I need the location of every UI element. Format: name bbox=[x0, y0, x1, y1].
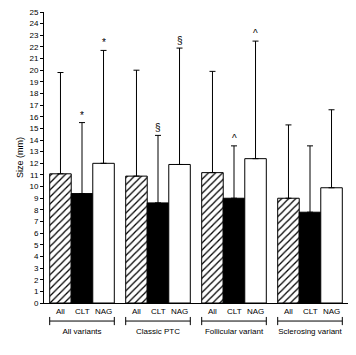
svg-text:18: 18 bbox=[29, 89, 38, 98]
svg-text:19: 19 bbox=[29, 78, 38, 87]
svg-text:20: 20 bbox=[29, 66, 38, 75]
svg-text:All: All bbox=[56, 307, 65, 316]
svg-text:16: 16 bbox=[29, 113, 38, 122]
svg-text:24: 24 bbox=[29, 19, 38, 28]
svg-text:^: ^ bbox=[253, 28, 258, 39]
svg-text:NAG: NAG bbox=[247, 307, 264, 316]
svg-text:14: 14 bbox=[29, 136, 38, 145]
svg-text:0: 0 bbox=[34, 299, 39, 308]
svg-text:CLT: CLT bbox=[303, 307, 318, 316]
svg-text:Sclerosing variant: Sclerosing variant bbox=[278, 327, 342, 336]
svg-text:*: * bbox=[102, 37, 106, 48]
svg-text:6: 6 bbox=[34, 229, 39, 238]
svg-text:All: All bbox=[132, 307, 141, 316]
svg-text:10: 10 bbox=[29, 182, 38, 191]
svg-text:17: 17 bbox=[29, 101, 38, 110]
svg-text:^: ^ bbox=[232, 133, 237, 144]
svg-text:9: 9 bbox=[34, 194, 39, 203]
svg-text:8: 8 bbox=[34, 206, 39, 215]
svg-text:NAG: NAG bbox=[171, 307, 188, 316]
svg-text:25: 25 bbox=[29, 8, 38, 17]
svg-text:All variants: All variants bbox=[62, 327, 101, 336]
svg-text:Size (mm): Size (mm) bbox=[15, 137, 25, 178]
svg-text:22: 22 bbox=[29, 43, 38, 52]
svg-text:NAG: NAG bbox=[323, 307, 340, 316]
svg-text:NAG: NAG bbox=[95, 307, 112, 316]
svg-text:7: 7 bbox=[34, 217, 39, 226]
svg-text:2: 2 bbox=[34, 276, 39, 285]
svg-text:All: All bbox=[208, 307, 217, 316]
svg-text:12: 12 bbox=[29, 159, 38, 168]
svg-text:CLT: CLT bbox=[75, 307, 90, 316]
svg-text:4: 4 bbox=[34, 252, 39, 261]
svg-text:Follicular variant: Follicular variant bbox=[205, 327, 264, 336]
svg-text:CLT: CLT bbox=[227, 307, 242, 316]
svg-text:CLT: CLT bbox=[151, 307, 166, 316]
svg-text:13: 13 bbox=[29, 147, 38, 156]
svg-text:All: All bbox=[284, 307, 293, 316]
svg-text:Classic PTC: Classic PTC bbox=[136, 327, 180, 336]
svg-text:*: * bbox=[80, 110, 84, 121]
svg-text:1: 1 bbox=[34, 287, 39, 296]
svg-text:5: 5 bbox=[34, 241, 39, 250]
svg-text:11: 11 bbox=[30, 171, 39, 180]
svg-text:§: § bbox=[155, 122, 161, 133]
svg-text:15: 15 bbox=[29, 124, 38, 133]
svg-text:3: 3 bbox=[34, 264, 39, 273]
svg-text:21: 21 bbox=[29, 54, 38, 63]
svg-text:§: § bbox=[177, 35, 183, 46]
svg-text:23: 23 bbox=[29, 31, 38, 40]
